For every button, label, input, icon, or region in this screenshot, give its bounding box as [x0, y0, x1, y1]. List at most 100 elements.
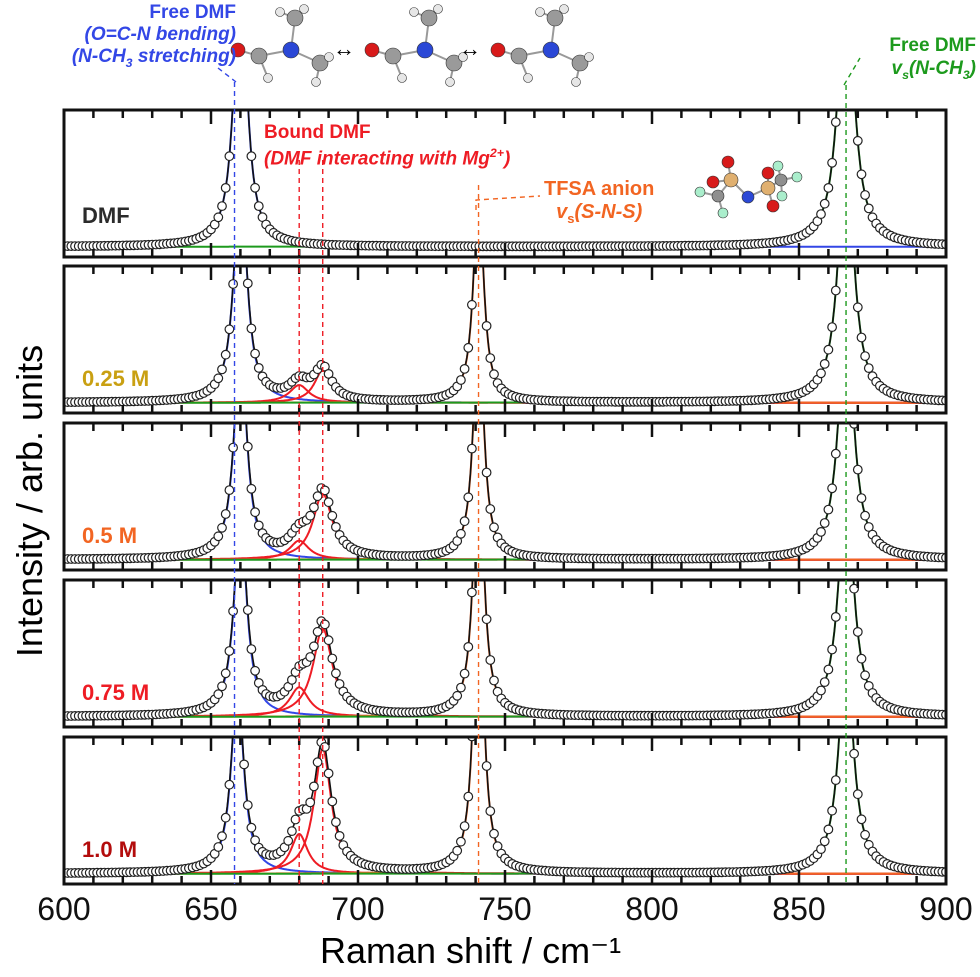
- data-point: [459, 668, 470, 679]
- dmf-molecule-icon: [230, 4, 334, 87]
- data-point: [228, 442, 239, 453]
- data-point: [489, 522, 499, 533]
- data-point: [489, 828, 499, 839]
- fit-component-866: [64, 737, 946, 875]
- data-point: [309, 502, 319, 513]
- data-point: [224, 646, 235, 656]
- data-point: [250, 665, 261, 676]
- data-point: [860, 510, 870, 521]
- data-point: [250, 182, 261, 193]
- free-dmf-left-title: Free DMF: [149, 2, 236, 23]
- data-point: [213, 531, 224, 542]
- atom: [766, 199, 780, 213]
- leader-line-free-dmf-left: [217, 67, 237, 83]
- data-point: [860, 670, 870, 681]
- data-point: [217, 831, 227, 842]
- data-point: [860, 829, 870, 840]
- atom: [721, 155, 735, 169]
- data-point: [287, 826, 297, 836]
- panel-label: 0.75 M: [82, 680, 149, 705]
- data-point: [459, 364, 470, 374]
- data-point: [485, 655, 496, 665]
- panel-label: 0.25 M: [82, 366, 149, 391]
- data-point: [246, 644, 257, 654]
- data-point: [220, 182, 231, 193]
- atom: [397, 73, 407, 83]
- atom: [761, 166, 775, 180]
- data-point: [852, 135, 863, 146]
- data-point: [242, 278, 253, 289]
- data-point: [305, 797, 316, 808]
- data-point: [452, 690, 463, 701]
- data-point: [327, 796, 338, 807]
- data-point: [816, 844, 826, 854]
- data-point: [816, 209, 826, 220]
- x-tick-label: 750: [478, 891, 531, 927]
- data-point: [323, 635, 334, 646]
- atom: [299, 4, 309, 14]
- data-point: [852, 789, 863, 800]
- data-point: [320, 485, 330, 496]
- x-tick-label: 600: [37, 891, 90, 927]
- data-point: [250, 348, 261, 359]
- data-point: [224, 324, 235, 335]
- data-point: [816, 685, 826, 696]
- atom: [584, 52, 594, 62]
- x-tick-label: 900: [919, 891, 972, 927]
- data-point: [253, 363, 264, 373]
- data-point: [816, 527, 826, 537]
- free-dmf-left-label: Free DMF (O=C-N bending) (N-CH3 stretchi…: [0, 2, 236, 74]
- atom: [510, 47, 528, 65]
- bound-dmf-label: Bound DMF (DMF interacting with Mg2+): [264, 122, 510, 169]
- data-point: [228, 279, 239, 289]
- atom: [571, 54, 589, 72]
- data-point: [481, 467, 492, 478]
- data-point: [856, 814, 867, 825]
- data-point: [463, 642, 474, 652]
- data-point: [467, 587, 477, 598]
- data-point: [217, 522, 227, 533]
- atom: [250, 47, 268, 65]
- atom: [409, 7, 419, 17]
- atom: [490, 42, 506, 58]
- fit-component-741: [64, 580, 946, 718]
- tfsa-anion-label: TFSA anion vs(S-N-S): [544, 178, 654, 230]
- x-tick-label: 800: [625, 891, 678, 927]
- data-point: [827, 157, 837, 168]
- data-point: [481, 614, 492, 625]
- data-point: [830, 612, 841, 622]
- atom: [384, 47, 402, 65]
- atom: [523, 73, 533, 83]
- data-point: [213, 842, 224, 852]
- dmf-molecule-icon: [364, 4, 468, 87]
- data-point: [220, 668, 231, 679]
- atom: [324, 52, 334, 62]
- data-point: [320, 619, 330, 630]
- data-point: [334, 831, 345, 841]
- fit-component-660: [64, 423, 946, 561]
- data-point: [823, 504, 834, 515]
- y-axis-title: Intensity / arb. units: [9, 344, 50, 658]
- data-point: [819, 198, 830, 209]
- data-point: [819, 518, 830, 528]
- data-point: [830, 448, 841, 459]
- data-point: [331, 668, 341, 679]
- atom: [546, 9, 564, 27]
- atom: [263, 73, 273, 83]
- data-point: [830, 775, 841, 785]
- data-point: [312, 491, 323, 502]
- atom: [571, 77, 581, 87]
- atom: [458, 52, 468, 62]
- atom: [286, 9, 304, 27]
- leader-line-free-dmf-right: [843, 57, 861, 86]
- data-point: [213, 689, 224, 700]
- data-point: [456, 375, 466, 385]
- measured-spectrum-line: [64, 580, 946, 717]
- data-point: [239, 759, 250, 770]
- data-point: [217, 364, 227, 375]
- data-point: [819, 359, 830, 369]
- data-point: [489, 675, 499, 686]
- data-point: [224, 151, 235, 162]
- data-point: [312, 757, 323, 768]
- data-point: [463, 342, 474, 353]
